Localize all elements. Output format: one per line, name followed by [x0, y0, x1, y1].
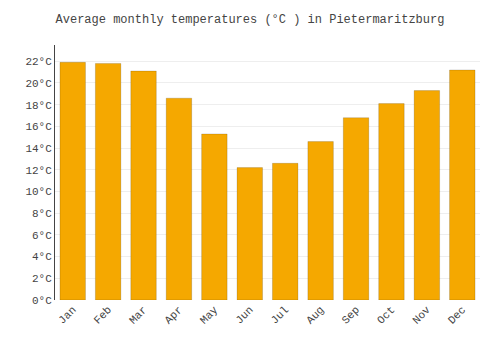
- svg-text:May: May: [198, 304, 221, 327]
- svg-text:Aug: Aug: [304, 304, 326, 326]
- svg-text:Jan: Jan: [56, 304, 78, 326]
- svg-text:20°C: 20°C: [25, 78, 52, 90]
- svg-text:16°C: 16°C: [25, 121, 52, 133]
- svg-text:Sep: Sep: [340, 304, 362, 326]
- svg-text:18°C: 18°C: [25, 100, 52, 112]
- svg-text:Average monthly temperatures (: Average monthly temperatures (°C ) in Pi…: [56, 13, 445, 27]
- svg-text:4°C: 4°C: [32, 251, 52, 263]
- svg-text:12°C: 12°C: [25, 165, 52, 177]
- svg-text:10°C: 10°C: [25, 186, 52, 198]
- svg-text:Jun: Jun: [233, 304, 255, 326]
- svg-text:Oct: Oct: [375, 304, 397, 326]
- svg-text:Nov: Nov: [410, 304, 433, 327]
- svg-text:Dec: Dec: [446, 304, 468, 326]
- svg-text:22°C: 22°C: [25, 56, 52, 68]
- svg-text:14°C: 14°C: [25, 143, 52, 155]
- svg-text:2°C: 2°C: [32, 273, 52, 285]
- svg-text:Jul: Jul: [269, 304, 291, 326]
- svg-text:Mar: Mar: [127, 304, 149, 326]
- svg-text:6°C: 6°C: [32, 230, 52, 242]
- svg-text:0°C: 0°C: [32, 295, 52, 307]
- svg-text:Feb: Feb: [92, 304, 114, 326]
- svg-text:8°C: 8°C: [32, 208, 52, 220]
- svg-text:Apr: Apr: [162, 304, 184, 326]
